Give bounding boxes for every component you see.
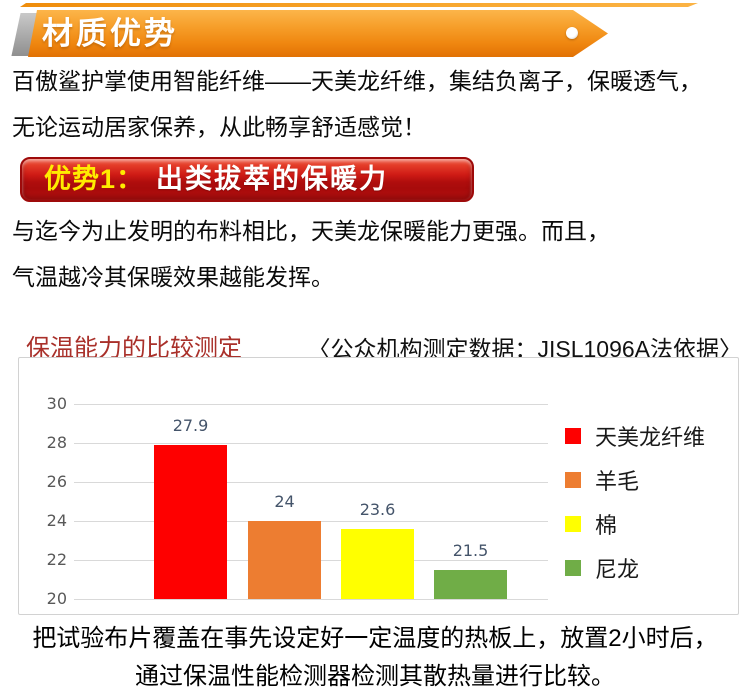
y-tick-label: 26 <box>46 472 67 491</box>
ribbon-top-strip <box>20 3 698 7</box>
bar-value-label: 27.9 <box>172 416 209 435</box>
advantage-banner: 优势1： 出类拔萃的保暖力 <box>20 157 474 202</box>
footer-line-2: 通过保温性能检测器检测其散热量进行比较。 <box>135 663 615 690</box>
y-tick-label: 30 <box>46 394 67 413</box>
intro-line-2: 无论运动居家保养，从此畅享舒适感觉！ <box>12 114 426 140</box>
legend-swatch <box>565 428 581 444</box>
legend-item: 天美龙纤维 <box>565 420 705 452</box>
advantage-label: 出类拔萃的保暖力 <box>156 164 389 194</box>
section-title: 材质优势 <box>42 16 178 51</box>
bar <box>154 445 227 599</box>
footer-line-1: 把试验布片覆盖在事先设定好一定温度的热板上，放置2小时后， <box>32 625 718 652</box>
y-tick-label: 20 <box>46 589 67 608</box>
legend-label: 棉 <box>595 513 618 538</box>
bar <box>248 521 321 599</box>
ribbon-dot-icon <box>566 27 578 39</box>
advantage-number: 优势1： <box>44 164 145 194</box>
body-paragraph: 与迄今为止发明的布料相比，天美龙保暖能力更强。而且， 气温越冷其保暖效果越能发挥… <box>12 208 742 300</box>
bar <box>434 570 507 599</box>
legend-label: 天美龙纤维 <box>595 425 706 450</box>
intro-line-1: 百傲鲨护掌使用智能纤维——天美龙纤维，集结负离子，保暖透气， <box>12 68 702 94</box>
y-tick-label: 24 <box>46 511 67 530</box>
legend-label: 尼龙 <box>595 557 640 582</box>
section-header-ribbon: 材质优势 <box>28 10 608 57</box>
y-tick-label: 28 <box>46 433 67 452</box>
gridline <box>74 443 548 444</box>
legend-item: 棉 <box>565 508 617 540</box>
gridline <box>74 404 548 405</box>
body-line-1: 与迄今为止发明的布料相比，天美龙保暖能力更强。而且， <box>12 218 610 244</box>
bar-value-label: 23.6 <box>359 500 396 519</box>
intro-paragraph: 百傲鲨护掌使用智能纤维——天美龙纤维，集结负离子，保暖透气， 无论运动居家保养，… <box>12 58 742 150</box>
bar-value-label: 24 <box>274 492 295 511</box>
legend-label: 羊毛 <box>595 469 640 494</box>
gridline <box>74 599 548 600</box>
bar-value-label: 21.5 <box>452 541 489 560</box>
legend-swatch <box>565 560 581 576</box>
legend-item: 尼龙 <box>565 552 639 584</box>
bar-chart: 20 22 24 26 28 30 27.9 24 23.6 21.5 天美龙纤维羊毛棉尼龙 <box>18 357 739 615</box>
body-line-2: 气温越冷其保暖效果越能发挥。 <box>12 264 334 290</box>
legend-item: 羊毛 <box>565 464 639 496</box>
gridline <box>74 482 548 483</box>
y-tick-label: 22 <box>46 550 67 569</box>
legend-swatch <box>565 472 581 488</box>
bar <box>341 529 414 599</box>
legend-swatch <box>565 516 581 532</box>
footer-caption: 把试验布片覆盖在事先设定好一定温度的热板上，放置2小时后， 通过保温性能检测器检… <box>0 620 750 696</box>
